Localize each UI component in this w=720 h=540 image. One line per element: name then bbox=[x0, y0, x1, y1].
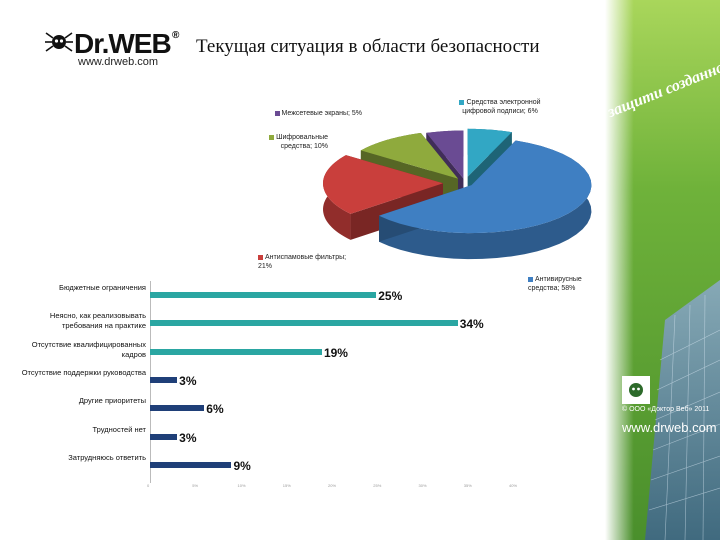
pie-slice-top-4 bbox=[467, 128, 512, 177]
legend-swatch-antispam bbox=[258, 254, 263, 260]
pie-label-signature-text: Средства электронной цифровой подписи; 6… bbox=[462, 99, 541, 115]
bar-category-label: Бюджетные ограничения bbox=[59, 283, 146, 292]
spider-icon bbox=[45, 32, 73, 52]
pie-label-encryption-text: Шифровальные средства; 10% bbox=[276, 134, 328, 150]
pie-label-signature: Средства электронной цифровой подписи; 6… bbox=[455, 89, 545, 116]
bar bbox=[150, 320, 458, 327]
decorative-building-panel bbox=[605, 0, 720, 540]
pie-label-firewalls-text: Межсетевые экраны; 5% bbox=[281, 110, 363, 117]
legend-swatch-antivirus bbox=[528, 276, 533, 282]
pie-label-firewalls: Межсетевые экраны; 5% bbox=[272, 100, 362, 118]
bar-value-label: 3% bbox=[179, 373, 197, 388]
pie-label-antispam: Антиспамовые фильтры; 21% bbox=[258, 244, 348, 271]
pie-label-antivirus-text: Антивирусные средства; 58% bbox=[528, 276, 582, 292]
drweb-emblem-icon bbox=[622, 376, 650, 404]
pie-label-antispam-text: Антиспамовые фильтры; 21% bbox=[258, 254, 347, 270]
x-tick-label: 0 bbox=[147, 483, 150, 488]
bar bbox=[150, 433, 178, 440]
bar-value-label: 3% bbox=[179, 430, 197, 445]
pie-slice-top-2 bbox=[360, 132, 458, 179]
x-tick-label: 5% bbox=[192, 483, 199, 488]
registered-mark: ® bbox=[172, 30, 180, 41]
pie-chart bbox=[323, 128, 592, 260]
bar-category-label: Неясно, как реализовывать требования на … bbox=[49, 311, 146, 331]
bar bbox=[150, 405, 205, 412]
x-tick-label: 30% bbox=[418, 483, 427, 488]
bar-value-label: 25% bbox=[378, 289, 403, 303]
pie-slice-top-1 bbox=[323, 155, 444, 214]
pie-label-antivirus: Антивирусные средства; 58% bbox=[528, 266, 608, 293]
x-tick-label: 35% bbox=[463, 483, 472, 488]
legend-swatch-encryption bbox=[269, 134, 275, 140]
bar-value-label: 9% bbox=[233, 458, 251, 473]
bar bbox=[150, 461, 232, 468]
legend-swatch-signature bbox=[459, 99, 465, 105]
x-tick-label: 40% bbox=[509, 483, 518, 488]
pie-label-encryption: Шифровальные средства; 10% bbox=[236, 124, 328, 151]
x-tick-label: 20% bbox=[328, 483, 337, 488]
pie-slice-0 bbox=[379, 140, 592, 260]
bar bbox=[150, 348, 322, 355]
pie-slice-top-3 bbox=[426, 130, 464, 179]
slide-title: Текущая ситуация в области безопасности bbox=[196, 36, 540, 57]
bar-category-label: Затрудняюсь ответить bbox=[68, 452, 146, 462]
bar bbox=[150, 376, 178, 383]
legend-swatch-firewalls bbox=[274, 110, 280, 116]
bar-value-label: 19% bbox=[323, 345, 348, 360]
drweb-logo[interactable]: Dr.WEB ® www.drweb.com bbox=[44, 28, 184, 72]
logo-text: Dr.WEB bbox=[74, 28, 172, 59]
footer-url[interactable]: www.drweb.com bbox=[622, 420, 717, 435]
bar-category-label: Отсутствие поддержки руководства bbox=[21, 367, 146, 377]
bar-value-label: 34% bbox=[459, 317, 484, 332]
bar-category-label: Другие приоритеты bbox=[78, 396, 146, 406]
x-tick-label: 10% bbox=[237, 483, 246, 488]
pie-slice-top-0 bbox=[379, 140, 592, 234]
logo-url: www.drweb.com bbox=[78, 56, 159, 68]
x-tick-label: 15% bbox=[282, 483, 291, 488]
bar bbox=[150, 292, 377, 298]
bar-category-label: Отсутствие квалифицированных кадров bbox=[31, 339, 146, 359]
bar-value-label: 6% bbox=[206, 402, 224, 417]
copyright: © ООО «Доктор Веб» 2011 bbox=[622, 406, 710, 413]
bar-category-label: Трудностей нет bbox=[92, 424, 146, 434]
x-tick-label: 25% bbox=[373, 483, 382, 488]
